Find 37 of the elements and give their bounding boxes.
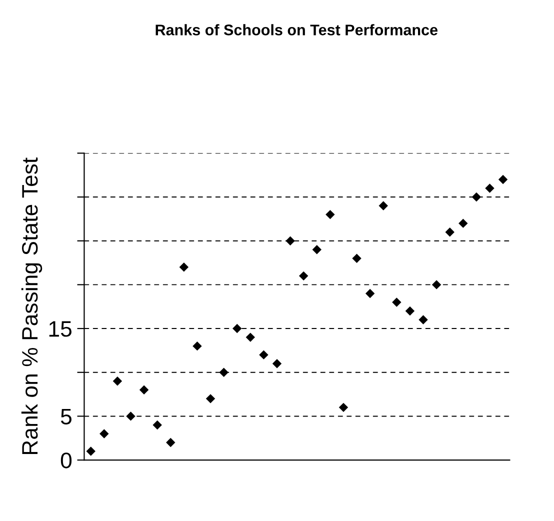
point: [338, 402, 348, 412]
point: [272, 358, 282, 368]
point: [259, 350, 268, 360]
point: [326, 210, 335, 220]
y-axis-title: Rank on % Passing State Test: [21, 158, 42, 454]
point: [86, 446, 96, 456]
point: [286, 236, 295, 246]
point: [139, 385, 149, 395]
point: [100, 429, 109, 438]
point: [365, 288, 375, 298]
point: [485, 184, 494, 193]
point: [246, 332, 256, 342]
point: [179, 262, 189, 272]
point: [232, 324, 242, 334]
point: [472, 192, 482, 202]
point: [458, 218, 468, 228]
point: [445, 227, 454, 237]
point: [378, 201, 388, 210]
point: [112, 376, 122, 386]
point: [206, 394, 216, 404]
point: [392, 298, 402, 307]
y-tick-label: 5: [60, 408, 72, 424]
point: [166, 438, 176, 448]
point: [498, 174, 508, 184]
y-tick-label: 0: [60, 452, 72, 468]
point: [418, 315, 428, 324]
chart-title: Ranks of Schools on Test Performance: [156, 24, 438, 36]
point: [405, 306, 415, 316]
point: [152, 420, 162, 430]
point: [219, 368, 228, 377]
point: [352, 254, 362, 263]
y-tick-label: 15: [49, 321, 72, 337]
point: [298, 271, 308, 281]
point: [312, 245, 322, 254]
point: [126, 412, 136, 421]
point: [432, 280, 442, 290]
point: [192, 341, 202, 351]
